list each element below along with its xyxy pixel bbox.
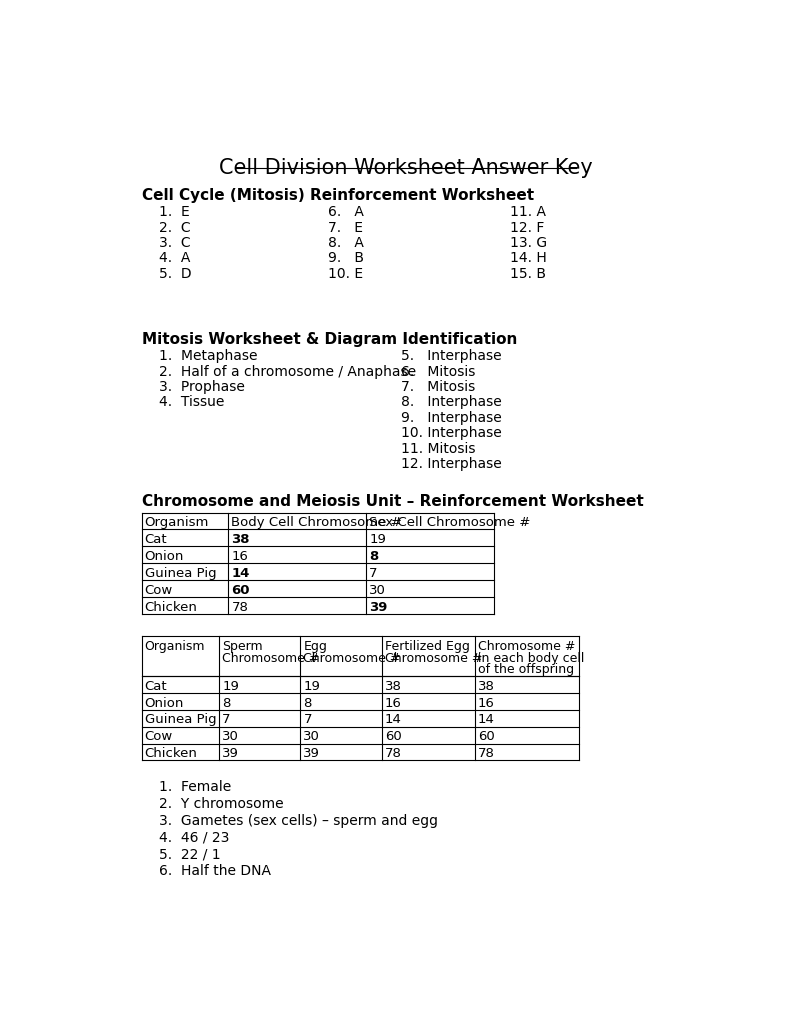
Text: Onion: Onion — [145, 696, 184, 710]
Text: Guinea Pig: Guinea Pig — [145, 567, 216, 581]
Text: 13. G: 13. G — [509, 237, 547, 250]
Text: Onion: Onion — [145, 550, 184, 563]
Text: 15. B: 15. B — [509, 267, 546, 281]
Text: 1.  Metaphase: 1. Metaphase — [159, 349, 258, 364]
Text: 10. E: 10. E — [327, 267, 362, 281]
Text: 5.   Interphase: 5. Interphase — [401, 349, 501, 364]
Text: 3.  C: 3. C — [159, 237, 191, 250]
Text: 11. Mitosis: 11. Mitosis — [401, 441, 475, 456]
Text: 16: 16 — [232, 550, 248, 563]
Text: 14: 14 — [385, 714, 402, 726]
Text: 8.   Interphase: 8. Interphase — [401, 395, 501, 410]
Text: Cell Division Worksheet Answer Key: Cell Division Worksheet Answer Key — [218, 158, 592, 177]
Text: 4.  Tissue: 4. Tissue — [159, 395, 225, 410]
Text: 60: 60 — [478, 730, 494, 743]
Text: 8: 8 — [222, 696, 230, 710]
Text: 30: 30 — [304, 730, 320, 743]
Text: 7.   Mitosis: 7. Mitosis — [401, 380, 475, 394]
Text: Fertilized Egg: Fertilized Egg — [385, 640, 470, 653]
Text: 8: 8 — [369, 550, 379, 563]
Text: 30: 30 — [222, 730, 239, 743]
Text: 8.   A: 8. A — [327, 237, 363, 250]
Text: 3.  Prophase: 3. Prophase — [159, 380, 245, 394]
Text: Organism: Organism — [145, 516, 209, 529]
Text: Organism: Organism — [145, 640, 205, 653]
Text: 19: 19 — [222, 680, 239, 692]
Text: Chicken: Chicken — [145, 601, 198, 614]
Text: Body Cell Chromosome #: Body Cell Chromosome # — [232, 516, 402, 529]
Text: Guinea Pig: Guinea Pig — [145, 714, 216, 726]
Text: Cow: Cow — [145, 584, 173, 597]
Text: 4.  46 / 23: 4. 46 / 23 — [159, 830, 229, 845]
Text: 39: 39 — [369, 601, 388, 614]
Text: 38: 38 — [232, 534, 250, 546]
Text: 60: 60 — [232, 584, 250, 597]
Text: Chromosome #: Chromosome # — [222, 652, 320, 665]
Text: 7: 7 — [304, 714, 312, 726]
Text: Chromosome #: Chromosome # — [478, 640, 575, 653]
Text: 39: 39 — [222, 748, 239, 761]
Text: 60: 60 — [385, 730, 402, 743]
Text: 6.  Half the DNA: 6. Half the DNA — [159, 864, 271, 879]
Text: 7.   E: 7. E — [327, 220, 362, 234]
Text: 1.  E: 1. E — [159, 205, 190, 219]
Text: 12. Interphase: 12. Interphase — [401, 457, 501, 471]
Text: 38: 38 — [385, 680, 402, 692]
Text: 12. F: 12. F — [509, 220, 544, 234]
Text: 5.  D: 5. D — [159, 267, 192, 281]
Text: Cell Cycle (Mitosis) Reinforcement Worksheet: Cell Cycle (Mitosis) Reinforcement Works… — [142, 188, 534, 204]
Text: Sperm: Sperm — [222, 640, 263, 653]
Text: 10. Interphase: 10. Interphase — [401, 426, 501, 440]
Text: 19: 19 — [369, 534, 386, 546]
Text: Chromosome #: Chromosome # — [385, 652, 483, 665]
Text: Chromosome #: Chromosome # — [304, 652, 401, 665]
Text: 78: 78 — [478, 748, 494, 761]
Text: 2.  C: 2. C — [159, 220, 191, 234]
Text: 9.   B: 9. B — [327, 252, 364, 265]
Text: 3.  Gametes (sex cells) – sperm and egg: 3. Gametes (sex cells) – sperm and egg — [159, 814, 438, 827]
Text: 78: 78 — [232, 601, 248, 614]
Text: 14. H: 14. H — [509, 252, 547, 265]
Text: Egg: Egg — [304, 640, 327, 653]
Text: in each body cell: in each body cell — [478, 652, 585, 665]
Text: 1.  Female: 1. Female — [159, 779, 232, 794]
Text: Sex Cell Chromosome #: Sex Cell Chromosome # — [369, 516, 531, 529]
Text: 14: 14 — [478, 714, 494, 726]
Text: 9.   Interphase: 9. Interphase — [401, 411, 501, 425]
Text: 5.  22 / 1: 5. 22 / 1 — [159, 848, 221, 861]
Text: 6.   Mitosis: 6. Mitosis — [401, 365, 475, 379]
Text: 14: 14 — [232, 567, 250, 581]
Text: 7: 7 — [369, 567, 378, 581]
Text: 78: 78 — [385, 748, 402, 761]
Text: Cow: Cow — [145, 730, 173, 743]
Text: 19: 19 — [304, 680, 320, 692]
Text: Chicken: Chicken — [145, 748, 198, 761]
Text: 6.   A: 6. A — [327, 205, 363, 219]
Text: Chromosome and Meiosis Unit – Reinforcement Worksheet: Chromosome and Meiosis Unit – Reinforcem… — [142, 494, 643, 509]
Text: Cat: Cat — [145, 680, 167, 692]
Text: 39: 39 — [304, 748, 320, 761]
Text: 38: 38 — [478, 680, 494, 692]
Text: 2.  Y chromosome: 2. Y chromosome — [159, 797, 284, 811]
Text: 30: 30 — [369, 584, 386, 597]
Text: 16: 16 — [385, 696, 402, 710]
Text: 2.  Half of a chromosome / Anaphase: 2. Half of a chromosome / Anaphase — [159, 365, 416, 379]
Text: 8: 8 — [304, 696, 312, 710]
Text: Cat: Cat — [145, 534, 167, 546]
Text: of the offspring: of the offspring — [478, 664, 574, 677]
Text: 4.  A: 4. A — [159, 252, 191, 265]
Text: 11. A: 11. A — [509, 205, 546, 219]
Text: Mitosis Worksheet & Diagram Identification: Mitosis Worksheet & Diagram Identificati… — [142, 333, 517, 347]
Text: 16: 16 — [478, 696, 494, 710]
Text: 7: 7 — [222, 714, 231, 726]
